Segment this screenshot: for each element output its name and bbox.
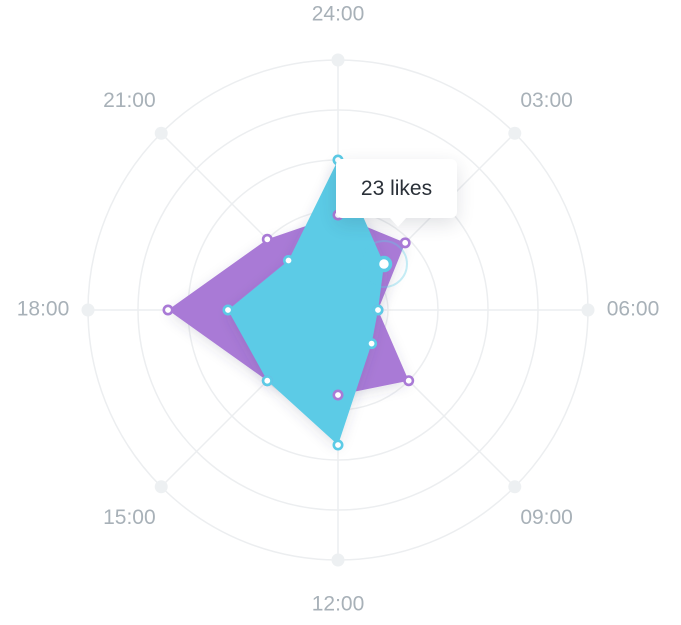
spoke-end-marker-2 — [581, 303, 595, 317]
series-1-point-3 — [366, 338, 378, 350]
series-1-point-5 — [261, 375, 273, 387]
series-1-point-7 — [283, 255, 295, 267]
spoke-end-marker-5 — [154, 480, 168, 494]
series-area-1 — [228, 160, 384, 445]
series-1-point-2 — [372, 304, 384, 316]
spoke-end-marker-1 — [508, 126, 522, 140]
spoke-end-marker-4 — [331, 553, 345, 567]
axis-label-5: 15:00 — [103, 506, 156, 529]
tooltip-label: 23 likes — [360, 176, 433, 200]
radar-series-layer — [168, 160, 409, 445]
data-tooltip: 23 likes — [336, 159, 457, 227]
series-1-point-6 — [222, 304, 234, 316]
spoke-end-marker-3 — [508, 480, 522, 494]
radar-points-layer — [162, 154, 415, 451]
axis-label-2: 06:00 — [607, 298, 660, 321]
axis-label-4: 12:00 — [312, 593, 365, 616]
axis-label-1: 03:00 — [520, 89, 573, 112]
axis-label-6: 18:00 — [17, 298, 70, 321]
spoke-end-marker-7 — [154, 126, 168, 140]
hover-ring — [359, 240, 408, 289]
series-0-point-4 — [332, 389, 344, 401]
axis-label-7: 21:00 — [103, 89, 156, 112]
series-0-point-3 — [403, 375, 415, 387]
axis-label-0: 24:00 — [312, 3, 365, 26]
series-0-point-6 — [162, 304, 174, 316]
series-0-point-1 — [399, 237, 411, 249]
spoke-end-marker-6 — [81, 303, 95, 317]
series-0-point-7 — [261, 233, 273, 245]
series-1-point-4 — [332, 439, 344, 451]
axis-label-3: 09:00 — [520, 506, 573, 529]
axis-labels: 24:00 03:00 06:00 09:00 12:00 15:00 18:00 21:00 — [17, 3, 660, 616]
hover-point — [375, 255, 393, 273]
spoke-end-marker-0 — [331, 53, 345, 67]
